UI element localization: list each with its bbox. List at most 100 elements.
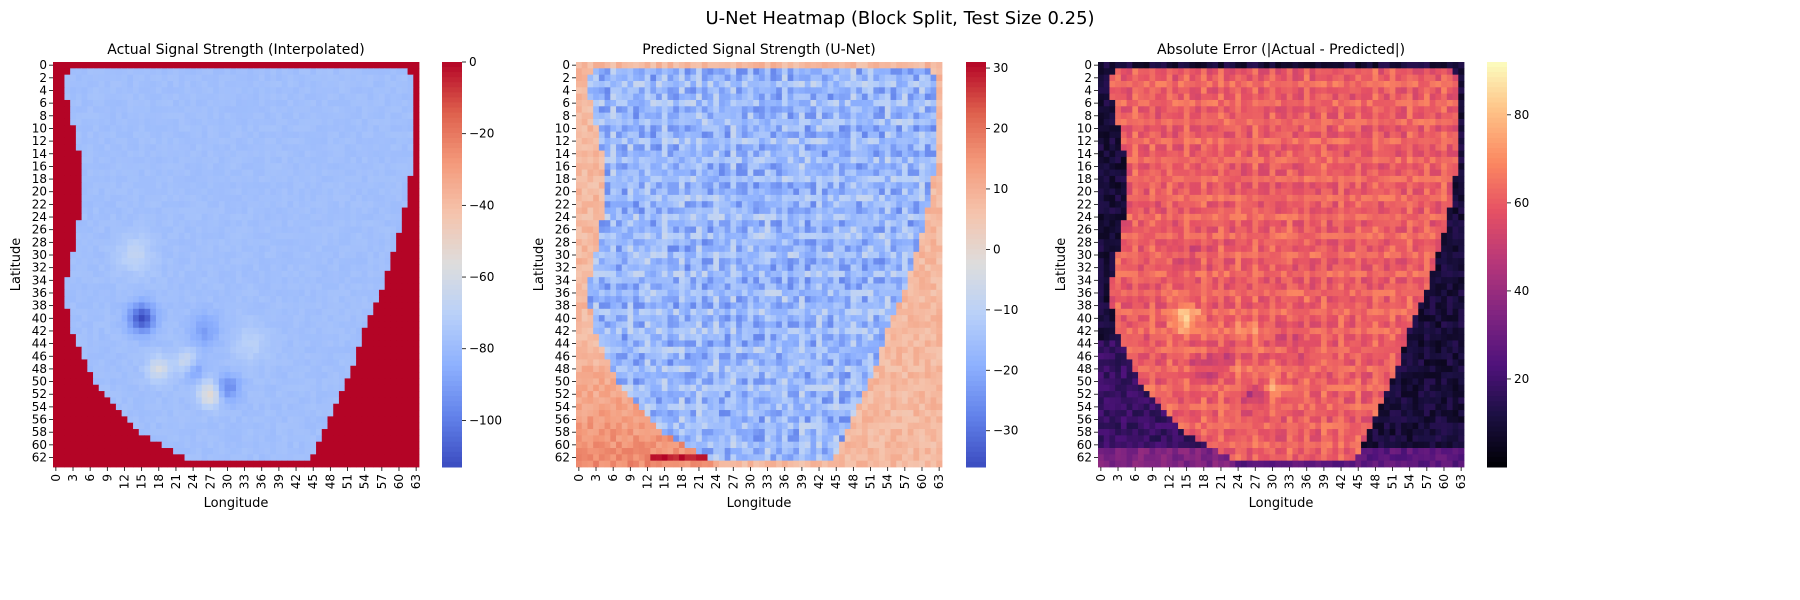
heatmap-cell <box>587 106 594 114</box>
heatmap-cell <box>173 207 180 215</box>
heatmap-cell <box>384 283 391 291</box>
heatmap-cell <box>253 410 260 417</box>
heatmap-cell <box>98 182 105 189</box>
heatmap-cell <box>384 213 391 221</box>
heatmap-cell <box>230 125 237 133</box>
heatmap-cell <box>304 334 311 341</box>
heatmap-cell <box>287 80 294 88</box>
heatmap-cell <box>281 422 288 430</box>
heatmap-cell <box>75 416 82 424</box>
colorbar-segment <box>442 224 462 230</box>
heatmap-cell <box>138 239 145 246</box>
heatmap-cell <box>173 359 180 367</box>
heatmap-cell <box>333 384 340 392</box>
heatmap-cell <box>850 118 857 126</box>
heatmap-cell <box>58 416 65 424</box>
heatmap-cell <box>270 175 277 183</box>
heatmap-cell <box>656 99 663 107</box>
heatmap-cell <box>93 435 100 443</box>
heatmap-cell <box>155 169 163 177</box>
heatmap-cell <box>264 327 271 335</box>
heatmap-cell <box>258 201 265 208</box>
heatmap-cell <box>138 289 145 297</box>
heatmap-cell <box>270 144 277 151</box>
heatmap-cell <box>236 232 243 240</box>
heatmap-cell <box>310 429 317 436</box>
heatmap-cell <box>150 283 157 291</box>
heatmap-cell <box>287 251 294 259</box>
heatmap-cell <box>155 258 163 265</box>
heatmap-cell <box>218 194 225 202</box>
heatmap-cell <box>356 391 363 398</box>
heatmap-cell <box>173 144 180 151</box>
heatmap-cell <box>316 106 323 114</box>
heatmap-cell <box>356 125 363 133</box>
heatmap-cell <box>270 403 277 411</box>
heatmap-cell <box>753 93 760 101</box>
heatmap-cell <box>75 441 82 449</box>
heatmap-cell <box>173 264 180 272</box>
heatmap-cell <box>407 353 414 360</box>
heatmap-cell <box>167 441 174 449</box>
heatmap-cell <box>115 397 123 405</box>
heatmap-cell <box>127 62 134 69</box>
heatmap-cell <box>310 346 317 354</box>
heatmap-cell <box>213 245 220 253</box>
heatmap-cell <box>356 334 363 341</box>
heatmap-cell <box>833 106 840 114</box>
heatmap-cell <box>276 302 283 310</box>
heatmap-cell <box>396 378 403 386</box>
heatmap-cell <box>253 131 260 139</box>
heatmap-cell <box>241 68 248 76</box>
heatmap-cell <box>724 118 731 126</box>
heatmap-cell <box>678 74 686 82</box>
heatmap-cell <box>298 99 306 107</box>
heatmap-cell <box>173 213 180 221</box>
heatmap-cell <box>241 207 248 215</box>
heatmap-cell <box>195 403 203 411</box>
heatmap-cell <box>753 106 760 114</box>
heatmap-cell <box>361 80 368 88</box>
heatmap-cell <box>621 99 628 107</box>
heatmap-cell <box>87 327 94 335</box>
heatmap-cell <box>218 118 225 126</box>
heatmap-cell <box>361 62 368 69</box>
heatmap-cell <box>378 156 386 164</box>
heatmap-cell <box>384 68 391 76</box>
heatmap-cell <box>230 289 237 297</box>
heatmap-cell <box>396 68 403 76</box>
heatmap-cell <box>759 106 766 114</box>
x-tick-label: 63 <box>409 474 423 489</box>
heatmap-cell <box>673 106 680 114</box>
heatmap-cell <box>396 106 403 114</box>
heatmap-cell <box>207 372 214 379</box>
heatmap-cell <box>770 80 777 88</box>
heatmap-cell <box>207 220 214 227</box>
heatmap-cell <box>258 315 265 322</box>
heatmap-cell <box>81 251 88 259</box>
heatmap-cell <box>373 289 380 297</box>
heatmap-cell <box>75 403 82 411</box>
colorbar-segment <box>442 299 462 306</box>
heatmap-cell <box>678 80 686 88</box>
heatmap-cell <box>190 416 197 424</box>
heatmap-cell <box>350 270 357 278</box>
heatmap-cell <box>115 321 123 329</box>
heatmap-cell <box>230 327 237 335</box>
heatmap-cell <box>696 87 703 95</box>
heatmap-cell <box>110 87 117 95</box>
heatmap-cell <box>190 429 197 436</box>
heatmap-cell <box>718 87 726 95</box>
heatmap-cell <box>230 321 237 329</box>
heatmap-cell <box>133 378 140 386</box>
heatmap-cell <box>298 296 306 303</box>
heatmap-cell <box>407 150 414 158</box>
heatmap-cell <box>110 106 117 114</box>
heatmap-cell <box>293 80 300 88</box>
heatmap-cell <box>270 99 277 107</box>
heatmap-cell <box>178 365 185 373</box>
heatmap-cell <box>367 289 374 297</box>
heatmap-cell <box>178 226 185 234</box>
heatmap-cell <box>224 106 231 114</box>
heatmap-cell <box>793 99 800 107</box>
